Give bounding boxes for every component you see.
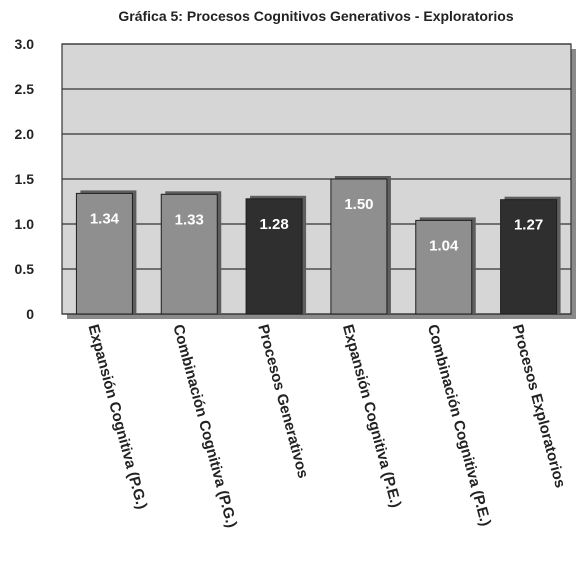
y-tick-label: 2.0 xyxy=(15,126,35,142)
x-tick-label: Procesos Exploratorios xyxy=(509,323,569,490)
y-tick-label: 1.0 xyxy=(15,216,35,232)
bar xyxy=(415,219,473,315)
bar-value-label: 1.34 xyxy=(90,210,120,227)
bar xyxy=(160,193,218,315)
x-tick-label: Procesos Generativos xyxy=(254,323,311,480)
x-tick-label: Expansión Cognitiva (P.G.) xyxy=(85,323,151,511)
bar-value-label: 1.04 xyxy=(429,237,459,254)
y-tick-label: 1.5 xyxy=(15,171,35,187)
bar xyxy=(75,192,133,315)
bar-value-label: 1.28 xyxy=(259,216,288,233)
y-tick-label: 3.0 xyxy=(15,36,35,52)
chart-title: Gráfica 5: Procesos Cognitivos Generativ… xyxy=(118,8,514,24)
bar-value-label: 1.33 xyxy=(175,211,204,228)
x-tick-label: Combinación Cognitiva (P.E.) xyxy=(424,323,494,528)
y-tick-label: 0 xyxy=(26,306,34,322)
bar xyxy=(330,178,388,315)
bar-value-label: 1.27 xyxy=(514,217,543,234)
x-tick-label: Expansión Cognitiva (P.E.) xyxy=(339,323,404,510)
bar-value-label: 1.50 xyxy=(344,196,373,213)
y-tick-label: 2.5 xyxy=(15,81,35,97)
bar xyxy=(500,199,558,315)
x-tick-label: Combinación Cognitiva (P.G.) xyxy=(169,323,240,530)
y-tick-label: 0.5 xyxy=(15,261,35,277)
bar xyxy=(245,198,303,315)
